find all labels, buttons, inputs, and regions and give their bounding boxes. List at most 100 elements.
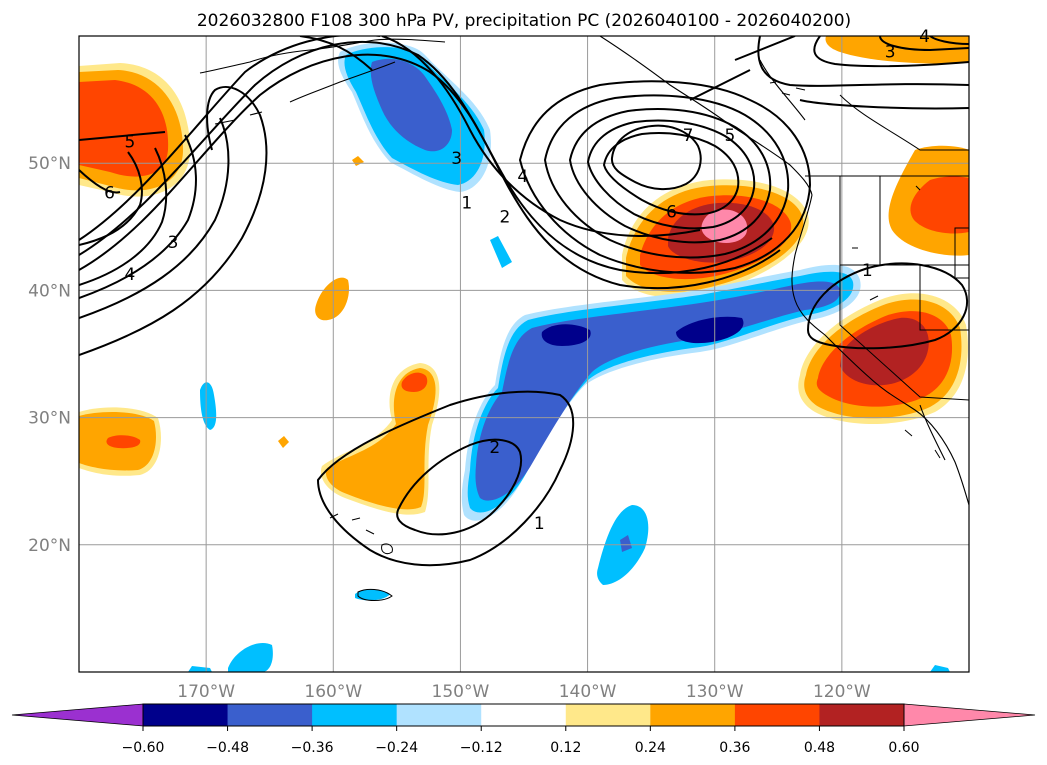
colorbar-bin xyxy=(650,704,736,726)
fill-goa-036 xyxy=(370,58,452,152)
colorbar-tick-label: −0.36 xyxy=(291,740,334,756)
colorbar-extend-low xyxy=(11,703,144,727)
contour-sub-1 xyxy=(317,390,575,567)
fill-small-pos-2 xyxy=(278,436,289,448)
colorbar-bin xyxy=(819,704,905,726)
contour-label: 4 xyxy=(919,27,930,47)
contour-wave-2 xyxy=(79,40,773,275)
contour-label: 5 xyxy=(725,126,736,146)
lon-tick-labels: 170°W 160°W 150°W 140°W 130°W 120°W xyxy=(177,682,871,702)
contour-left-lobe-7 xyxy=(79,169,121,194)
fill-ne-corner-024 xyxy=(825,36,969,64)
colorbar-frame xyxy=(142,703,905,727)
fill-small-neg-6 xyxy=(490,236,512,268)
colorbar-tick-label: −0.12 xyxy=(460,740,503,756)
lat-tick-label: 20°N xyxy=(28,536,71,556)
fill-ca-048 xyxy=(840,317,929,386)
contour-label: 2 xyxy=(489,438,500,458)
colorbar-extend-high xyxy=(903,703,1036,727)
contour-ridge-6 xyxy=(610,124,702,190)
contour-left-lobe-3 xyxy=(79,134,197,299)
contour-labels: 1 2 3 4 5 6 7 5 6 4 3 1 2 1 3 4 xyxy=(104,27,930,534)
fill-hi-036 xyxy=(401,372,428,392)
contour-left-lobe-2 xyxy=(79,117,230,319)
fill-plume-048a xyxy=(541,324,591,346)
contour-left-lobe-5 xyxy=(79,151,143,246)
contour-ridge-2 xyxy=(544,94,790,259)
contour-ridge-3 xyxy=(569,107,772,244)
contour-label: 7 xyxy=(683,126,694,146)
contour-ridge-outer xyxy=(519,80,811,274)
lon-tick-label: 170°W xyxy=(177,682,235,702)
contour-label: 1 xyxy=(534,514,545,534)
contour-left-lobe-4 xyxy=(79,147,168,286)
coastlines xyxy=(199,36,969,506)
contour-label: 3 xyxy=(885,42,896,62)
contour-ne-2 xyxy=(813,36,969,68)
lat-tick-label: 40°N xyxy=(28,281,71,301)
contour-label: 5 xyxy=(124,133,135,153)
contour-left-lobe xyxy=(79,86,268,356)
lon-tick-label: 140°W xyxy=(559,682,617,702)
fill-dl-036 xyxy=(106,435,141,449)
colorbar xyxy=(11,703,1036,727)
contour-ne-5 xyxy=(799,99,969,110)
contour-ne-1 xyxy=(757,36,969,87)
contour-label: 6 xyxy=(104,183,115,203)
contour-label: 2 xyxy=(500,208,511,228)
pv-contours xyxy=(79,36,969,567)
contour-label: 6 xyxy=(666,203,677,223)
lon-tick-label: 130°W xyxy=(686,682,744,702)
lat-tick-label: 50°N xyxy=(28,154,71,174)
contour-wave-3 xyxy=(79,36,380,241)
lon-tick-label: 150°W xyxy=(432,682,490,702)
contour-left-lobe-6 xyxy=(79,131,166,141)
contour-label: 3 xyxy=(451,149,462,169)
lon-tick-label: 120°W xyxy=(813,682,871,702)
colorbar-tick-label: 0.24 xyxy=(635,740,666,756)
colorbar-bin xyxy=(396,704,482,726)
chart-title: 2026032800 F108 300 hPa PV, precipitatio… xyxy=(197,11,851,31)
colorbar-bin xyxy=(143,704,229,726)
colorbar-bin xyxy=(565,704,651,726)
colorbar-bin xyxy=(227,704,313,726)
colorbar-tick-label: −0.24 xyxy=(375,740,418,756)
colorbar-tick-label: 0.60 xyxy=(888,740,919,756)
contour-label: 4 xyxy=(124,265,135,285)
fill-plume-048b xyxy=(676,316,744,344)
contour-label: 4 xyxy=(517,167,528,187)
contour-ne-4 xyxy=(929,36,969,45)
contour-wave-4 xyxy=(381,36,701,237)
island-outlines xyxy=(329,185,941,601)
colorbar-tick-label: 0.36 xyxy=(719,740,750,756)
colorbar-bin xyxy=(312,704,398,726)
contour-label: 1 xyxy=(862,261,873,281)
contour-ne-3 xyxy=(879,36,969,51)
fill-small-neg-5 xyxy=(355,589,390,601)
gridlines xyxy=(79,36,969,672)
colorbar-tick-label: −0.60 xyxy=(122,740,165,756)
contour-sub-2 xyxy=(396,438,523,536)
colorbar-tick-label: 0.48 xyxy=(804,740,835,756)
colorbar-tick-label: −0.48 xyxy=(206,740,249,756)
lat-tick-label: 30°N xyxy=(28,409,71,429)
fill-small-neg-4 xyxy=(228,642,273,672)
colorbar-tick-label: 0.12 xyxy=(550,740,581,756)
fill-wa-036 xyxy=(910,176,969,234)
lon-tick-label: 160°W xyxy=(304,682,362,702)
contour-wave-5 xyxy=(299,36,373,71)
fill-hi-024 xyxy=(325,368,436,510)
colorbar-bin xyxy=(481,704,567,726)
colorbar-tick-labels: −0.60 −0.48 −0.36 −0.24 −0.12 0.12 0.24 0.36 0.4… xyxy=(122,726,920,756)
fill-small-pos-1 xyxy=(315,277,350,321)
contour-ridge-4 xyxy=(587,119,756,230)
contour-label: 1 xyxy=(461,194,472,214)
contour-ridge-tail xyxy=(689,36,796,101)
contour-ca-1 xyxy=(807,262,968,350)
fill-small-neg-3 xyxy=(620,535,632,552)
contour-ridge-5 xyxy=(603,132,740,216)
plot-frame xyxy=(78,35,970,673)
lat-tick-labels: 20°N 30°N 40°N 50°N xyxy=(28,154,71,556)
contour-label: 3 xyxy=(168,233,179,253)
